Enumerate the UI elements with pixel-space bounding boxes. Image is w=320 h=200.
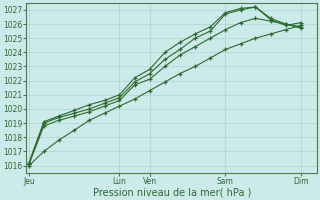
X-axis label: Pression niveau de la mer( hPa ): Pression niveau de la mer( hPa ) [92,187,251,197]
